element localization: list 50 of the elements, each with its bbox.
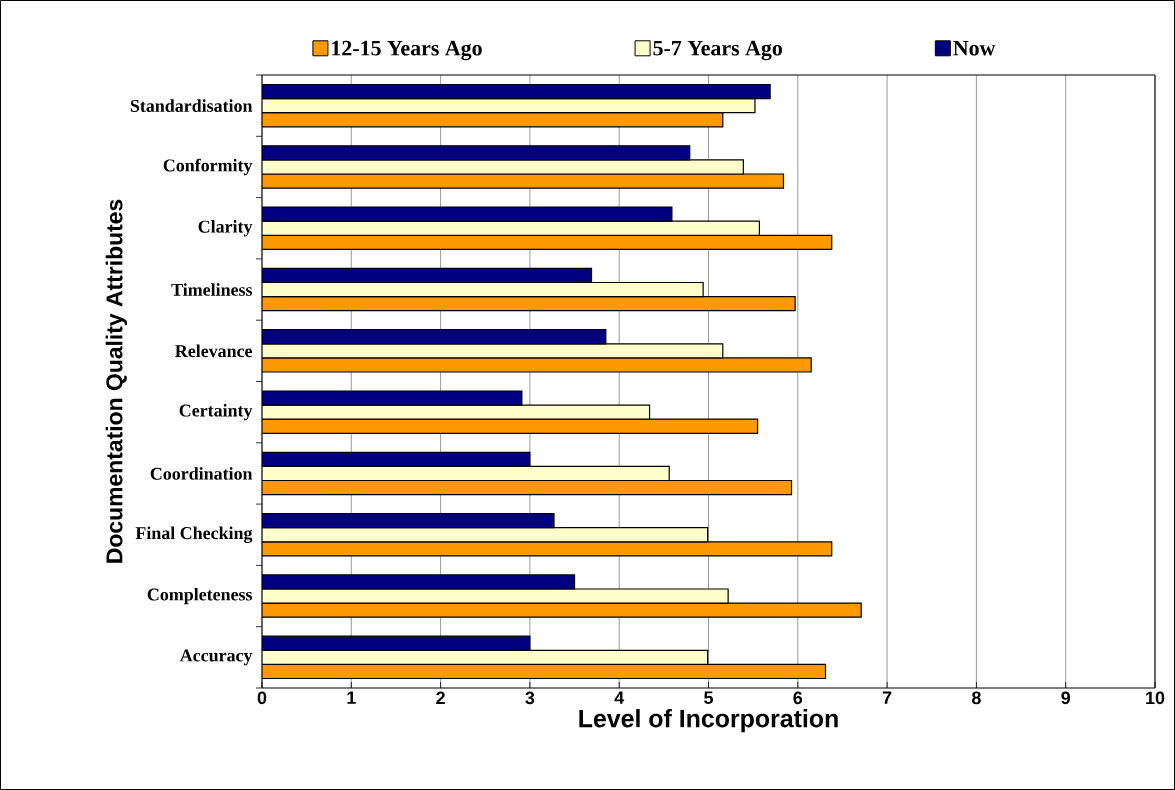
bar [262,541,833,557]
y-tick-label: Certainty [179,403,253,421]
bar [262,329,607,345]
x-tick-label: 4 [614,691,625,704]
x-tick-label: 10 [1146,691,1165,705]
x-tick-label: 9 [1061,691,1071,705]
bar [262,281,704,298]
bar [262,418,759,434]
legend-label: 12-15 Years Ago [332,40,482,61]
bar [262,206,673,222]
y-tick-label: Conformity [163,158,253,176]
legend-label: Now [953,40,996,56]
bar [262,513,555,529]
bar [262,83,771,100]
x-tick-label: 6 [793,691,803,705]
x-tick-label: 7 [882,691,892,704]
bar [262,404,651,420]
bar [262,296,796,312]
legend-label: 5-7 Years Ago [653,40,782,61]
bar [262,220,761,236]
bar [262,234,833,250]
bar [262,635,531,651]
y-axis-title: Documentation Quality Attributes [105,199,128,563]
y-tick-label: Coordination [150,467,253,480]
y-tick-label: Clarity [198,220,253,237]
y-tick-label: Accuracy [179,649,253,666]
y-tick-label: Standardisation [130,99,253,112]
bar [262,112,724,128]
x-tick-label: 2 [436,691,445,705]
bar [262,602,862,618]
y-tick-label: Relevance [175,344,253,358]
bar [262,527,709,543]
bar [262,145,691,161]
bar [262,267,593,284]
y-tick-label: Completeness [147,587,253,605]
x-tick-label: 0 [257,691,267,705]
bar [262,465,670,482]
bar [262,649,709,665]
bar [262,663,827,680]
x-axis-title: Level of Incorporation [579,709,838,733]
bar [262,479,793,496]
bar [262,343,724,359]
x-tick-label: 8 [971,691,981,705]
x-tick-label: 5 [704,691,713,705]
y-tick-label: Timeliness [171,283,253,296]
x-tick-label: 1 [347,691,356,704]
bar [262,98,756,114]
x-tick-label: 3 [525,691,535,705]
y-tick-label: Final Checking [135,526,253,543]
bar [262,451,531,467]
